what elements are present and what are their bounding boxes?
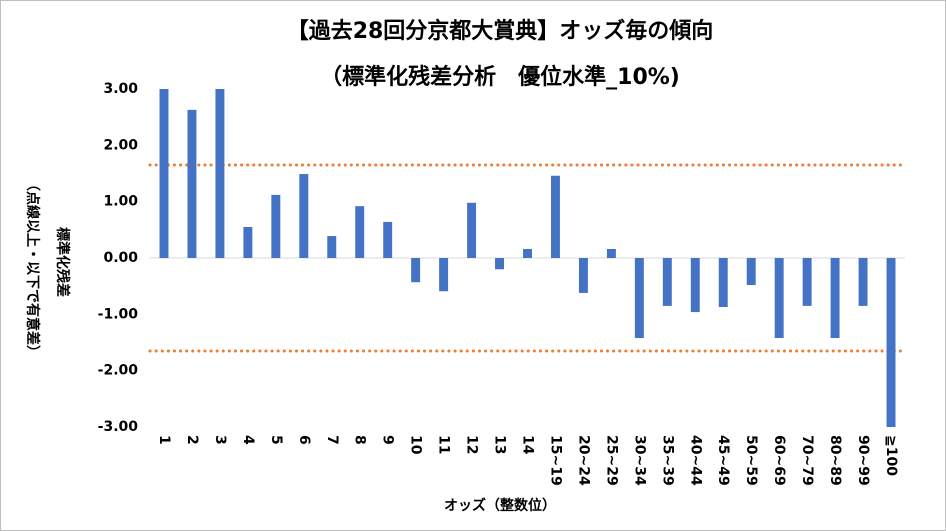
y-tick-label: 3.00 [103,81,138,97]
bar [858,258,868,306]
bar [383,221,393,258]
x-tick-label: 4 [240,435,256,445]
x-tick-label: 15~19 [547,435,563,486]
bar [411,258,421,283]
x-tick-label: 12 [464,435,480,454]
y-tick-label: 2.00 [103,137,138,153]
x-tick-label: 14 [520,435,536,455]
bar [271,194,281,258]
x-axis-label: オッズ（整数位） [444,497,556,514]
bar [439,258,449,292]
y-tick-label: -2.00 [98,363,139,379]
bar [159,89,169,258]
x-tick-label: 7 [324,435,340,445]
bar [215,89,225,258]
y-tick-label: -3.00 [98,419,139,435]
x-tick-label: 9 [380,435,396,445]
bar [746,258,756,286]
x-tick-label: 90~99 [855,435,871,486]
x-tick-label: 2 [184,435,200,445]
bar [634,258,644,338]
x-tick-label: 1 [156,435,172,445]
bar [690,258,700,313]
x-tick-label: 3 [212,435,228,445]
x-tick-label: 40~44 [687,435,703,486]
bar [523,248,532,258]
x-tick-label: 8 [352,435,368,445]
x-tick-label: 6 [296,435,312,445]
x-tick-label: 35~39 [659,435,675,486]
x-tick-label: 13 [492,435,508,454]
bar [662,258,672,306]
bar [606,248,616,258]
bar [187,109,197,259]
y-tick-label: 0.00 [103,250,138,266]
x-tick-label: ≧100 [883,435,899,476]
bar [299,174,309,258]
bar [718,258,728,308]
x-tick-label: 25~29 [603,435,619,486]
x-tick-label: 30~34 [631,435,647,486]
bar [355,206,365,258]
x-tick-label: 10 [408,435,424,455]
bar [467,202,477,258]
y-axis-label: 標準化残差 [54,227,71,297]
y-axis-note: （点線以上・以下で有意差） [24,177,41,359]
x-tick-label: 5 [268,435,284,445]
x-tick-label: 70~79 [799,435,815,486]
bar [327,236,337,258]
x-tick-label: 60~69 [771,435,787,486]
x-tick-label: 20~24 [575,435,591,486]
bar [550,175,560,258]
chart-title: 【過去28回分京都大賞典】オッズ毎の傾向 [287,18,714,44]
x-tick-label: 11 [436,435,452,454]
bar [774,258,784,338]
y-tick-label: 1.00 [103,194,138,210]
bar [243,227,253,258]
y-tick-label: -1.00 [98,306,139,322]
bar [802,258,812,306]
bar [830,258,840,338]
x-tick-label: 45~49 [715,435,731,486]
x-tick-label: 50~59 [743,435,759,486]
bar [495,258,505,270]
x-tick-label: 80~89 [827,435,843,486]
chart-subtitle: （標準化残差分析 優位水準_10%) [320,64,680,90]
bar [578,258,588,293]
bar [886,258,896,427]
